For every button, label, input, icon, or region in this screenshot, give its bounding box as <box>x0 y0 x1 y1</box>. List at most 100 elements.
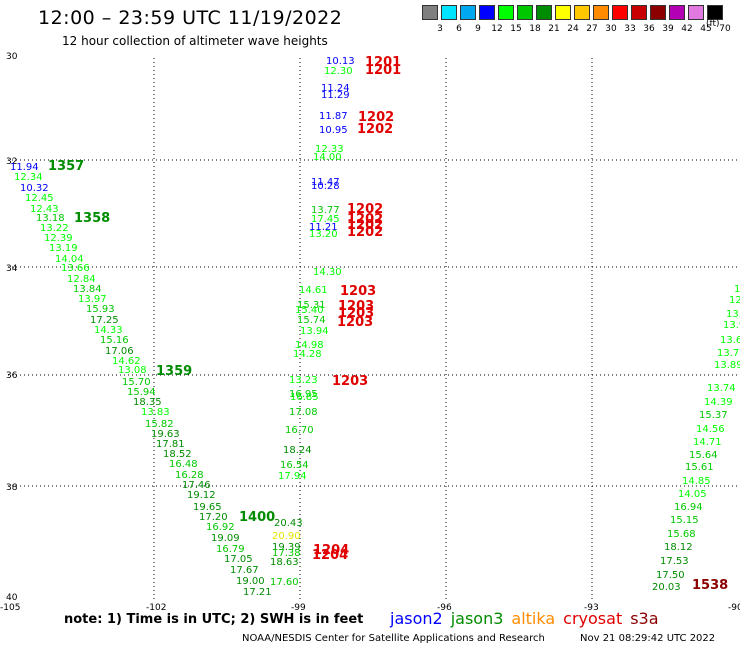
wave-height-value: 16.28 <box>175 470 204 481</box>
wave-height-value: 12.39 <box>44 233 73 244</box>
legend-label: 45 <box>700 24 712 34</box>
wave-height-value: 15.16 <box>100 335 129 346</box>
wave-height-value: 17.81 <box>156 439 185 450</box>
wave-height-value: 13.66 <box>61 263 90 274</box>
wave-height-value: 12.34 <box>14 172 43 183</box>
wave-height-value: 13.94 <box>300 326 329 337</box>
wave-height-value: 13.6 <box>720 335 740 346</box>
longitude-label: -99 <box>291 603 306 613</box>
legend-label: 70 <box>719 24 731 34</box>
wave-height-value: 17.25 <box>90 315 119 326</box>
wave-height-value: 15.31 <box>297 300 326 311</box>
longitude-label: -105 <box>0 603 21 613</box>
legend-label: 33 <box>624 24 636 34</box>
orbit-rev-number: 1203 <box>332 374 369 389</box>
wave-height-value: 13.19 <box>49 243 78 254</box>
legend-label: 9 <box>475 24 481 34</box>
wave-height-value: 11.29 <box>321 90 350 101</box>
wave-height-value: 12.30 <box>324 66 353 77</box>
legend-swatch <box>669 5 685 20</box>
longitude-label: -96 <box>437 603 452 613</box>
wave-height-value: 11.94 <box>10 162 39 173</box>
wave-height-value: 13.9 <box>723 320 740 331</box>
wave-height-value: 15.15 <box>670 515 699 526</box>
wave-height-value: 15.40 <box>295 305 324 316</box>
latitude-label: 38 <box>6 483 18 493</box>
map-title: 12:00 – 23:59 UTC 11/19/2022 <box>38 7 343 29</box>
latitude-label: 40 <box>6 593 18 603</box>
legend-swatch <box>574 5 590 20</box>
orbit-rev-number: 1201 <box>365 63 402 78</box>
wave-height-value: 14.33 <box>94 325 123 336</box>
credit-line: NOAA/NESDIS Center for Satellite Applica… <box>242 633 545 644</box>
legend-swatch <box>517 5 533 20</box>
wave-height-value: 17.38 <box>272 548 301 559</box>
orbit-rev-number: 1202 <box>358 110 395 125</box>
wave-height-value: 17.45 <box>311 214 340 225</box>
latitude-label: 34 <box>6 264 18 274</box>
wave-height-value: 17.50 <box>656 570 685 581</box>
wave-height-value: 19.00 <box>236 576 265 587</box>
wave-height-value: 19.39 <box>272 542 301 553</box>
wave-height-value: 16.95 <box>289 389 318 400</box>
wave-height-value: 18.35 <box>133 397 162 408</box>
wave-height-value: 15.61 <box>685 462 714 473</box>
satellite-name: altika <box>511 609 556 628</box>
wave-height-value: 20.03 <box>652 582 681 593</box>
orbit-rev-number: 1203 <box>337 315 374 330</box>
wave-height-value: 13.1 <box>726 309 740 320</box>
latitude-label: 32 <box>6 157 18 167</box>
wave-height-value: 13.08 <box>118 365 147 376</box>
wave-height-value: 20.90 <box>272 531 301 542</box>
legend-label: 6 <box>456 24 462 34</box>
wave-height-value: 13.97 <box>78 294 107 305</box>
wave-height-value: 14.05 <box>678 489 707 500</box>
wave-height-value: 15.74 <box>297 315 326 326</box>
legend-label: 36 <box>643 24 655 34</box>
legend-swatch <box>555 5 571 20</box>
legend-swatch <box>593 5 609 20</box>
legend-label: 42 <box>681 24 693 34</box>
wave-height-value: 11.87 <box>319 111 348 122</box>
legend-swatch <box>460 5 476 20</box>
wave-height-value: 16.92 <box>206 522 235 533</box>
legend-swatch <box>422 5 438 20</box>
wave-height-value: 19.09 <box>211 533 240 544</box>
wave-height-value: 13.79 <box>717 348 740 359</box>
wave-height-value: 17.94 <box>278 471 307 482</box>
wave-height-value: 17.05 <box>224 554 253 565</box>
orbit-rev-number: 1202 <box>347 202 384 217</box>
orbit-rev-number: 1203 <box>338 299 375 314</box>
wave-height-value: 12.45 <box>25 193 54 204</box>
wave-height-value: 12.43 <box>30 204 59 215</box>
wave-height-value: 13.23 <box>289 375 318 386</box>
legend-swatch <box>650 5 666 20</box>
legend-swatch <box>498 5 514 20</box>
wave-height-value: 14.62 <box>112 356 141 367</box>
wave-height-value: 12.33 <box>315 144 344 155</box>
legend-swatch <box>707 5 723 20</box>
wave-height-value: 14.28 <box>293 349 322 360</box>
wave-height-value: 12.84 <box>67 274 96 285</box>
wave-height-value: 14.04 <box>55 254 84 265</box>
legend-swatch <box>688 5 704 20</box>
wave-height-value: 10.32 <box>20 183 49 194</box>
wave-height-value: 16.94 <box>674 502 703 513</box>
orbit-rev-number: 1203 <box>340 284 377 299</box>
orbit-rev-number: 1201 <box>365 55 402 70</box>
wave-height-value: 17.08 <box>289 407 318 418</box>
legend-label: 27 <box>586 24 598 34</box>
satellite-name: jason2 <box>390 609 443 628</box>
wave-height-value: 14.39 <box>704 397 733 408</box>
wave-height-value: 19.12 <box>187 490 216 501</box>
legend-swatch <box>631 5 647 20</box>
wave-height-value: 17.53 <box>660 556 689 567</box>
wave-height-value: 11.47 <box>311 177 340 188</box>
legend-label: 15 <box>510 24 522 34</box>
wave-height-value: 14.61 <box>299 285 328 296</box>
legend-swatch <box>479 5 495 20</box>
wave-height-value: 15.94 <box>127 387 156 398</box>
wave-height-value: 15.68 <box>667 529 696 540</box>
